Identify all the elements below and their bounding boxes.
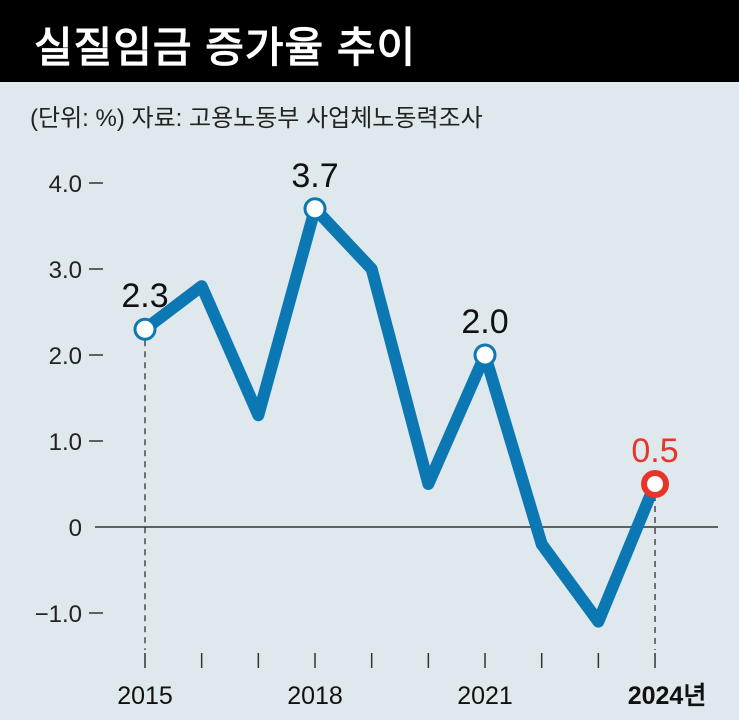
x-tick-label: 2018 — [287, 682, 343, 710]
chart-title: 실질임금 증가율 추이 — [34, 24, 417, 71]
x-tick-label: 2024년 — [628, 682, 707, 710]
y-tick-label: 3.0 — [49, 257, 82, 284]
y-tick-label: −1.0 — [35, 601, 82, 628]
data-label: 0.5 — [631, 432, 678, 470]
data-label: 2.0 — [461, 303, 508, 341]
data-label: 3.7 — [291, 157, 338, 195]
series-line — [139, 202, 662, 628]
x-tick-label: 2015 — [117, 682, 173, 710]
highlight-marker — [133, 317, 157, 341]
y-tick-label: 4.0 — [49, 171, 82, 198]
highlight-marker — [641, 470, 670, 498]
x-tick-label: 2021 — [457, 682, 513, 710]
y-tick-label: 2.0 — [49, 343, 82, 370]
y-tick-label: 1.0 — [49, 429, 82, 456]
highlight-marker — [303, 197, 327, 221]
title-bar: 실질임금 증가율 추이 — [0, 0, 739, 82]
chart-subtitle: (단위: %) 자료: 고용노동부 사업체노동력조사 — [30, 105, 483, 132]
highlight-marker — [473, 343, 497, 367]
data-label: 2.3 — [121, 277, 168, 315]
y-tick-label: 0 — [69, 515, 82, 542]
